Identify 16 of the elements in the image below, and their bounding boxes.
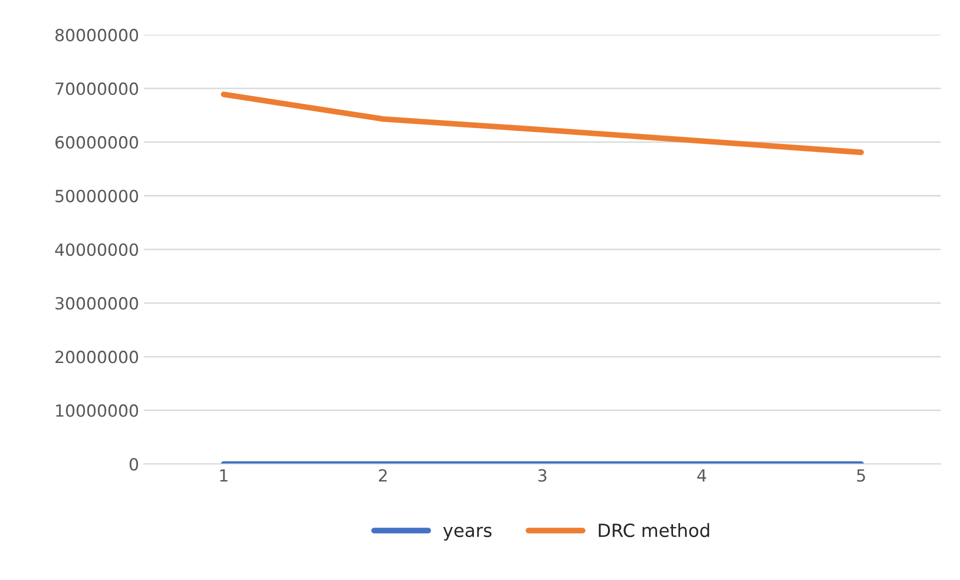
x-tick-label: 4 xyxy=(697,469,706,482)
y-tick-label: 40000000 xyxy=(55,243,138,256)
x-tick-label: 5 xyxy=(857,469,865,482)
y-tick-label: 60000000 xyxy=(55,136,138,149)
y-tick-label: 10000000 xyxy=(56,404,138,417)
legend-label: years xyxy=(443,526,492,541)
y-tick-label: 30000000 xyxy=(56,297,138,310)
legend-label: DRC method xyxy=(598,523,710,538)
y-tick-label: 20000000 xyxy=(56,350,138,364)
y-tick-label: 70000000 xyxy=(56,82,138,96)
x-tick-label: 1 xyxy=(220,469,228,482)
y-tick-label: 0 xyxy=(130,458,138,471)
x-tick-label: 3 xyxy=(538,469,546,482)
y-tick-label: 50000000 xyxy=(56,190,138,202)
y-tick-label: 80000000 xyxy=(55,28,138,42)
x-tick-label: 2 xyxy=(378,469,387,482)
